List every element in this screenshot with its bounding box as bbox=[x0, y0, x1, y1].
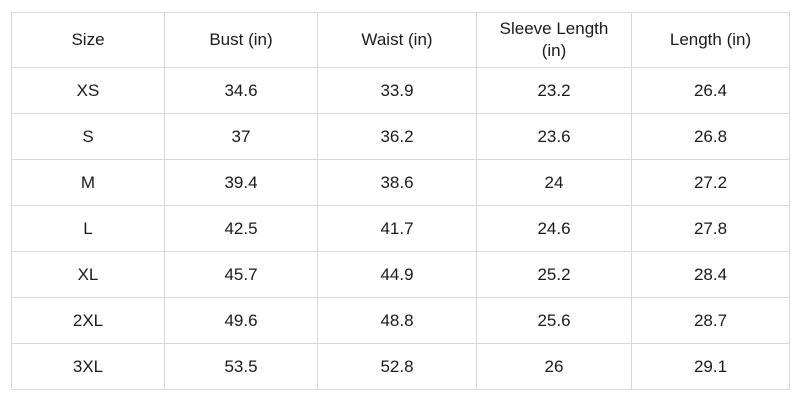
table-row: M 39.4 38.6 24 27.2 bbox=[11, 159, 790, 206]
measurement-cell: 23.6 bbox=[476, 113, 632, 160]
table-row: XL 45.7 44.9 25.2 28.4 bbox=[11, 251, 790, 298]
measurement-cell: 28.4 bbox=[631, 251, 790, 298]
measurement-cell: 29.1 bbox=[631, 343, 790, 390]
size-cell: 3XL bbox=[11, 343, 165, 390]
measurement-cell: 23.2 bbox=[476, 67, 632, 114]
measurement-cell: 44.9 bbox=[317, 251, 477, 298]
measurement-cell: 48.8 bbox=[317, 297, 477, 344]
table-body: XS 34.6 33.9 23.2 26.4 S 37 36.2 23.6 26.8 M 39.4 38… bbox=[11, 67, 790, 390]
header-row: Size Bust (in) Waist (in) Sleeve Length (in… bbox=[11, 12, 790, 68]
column-header: Sleeve Length (in) bbox=[476, 12, 632, 68]
measurement-cell: 24.6 bbox=[476, 205, 632, 252]
measurement-cell: 33.9 bbox=[317, 67, 477, 114]
measurement-cell: 52.8 bbox=[317, 343, 477, 390]
size-cell: S bbox=[11, 113, 165, 160]
table-row: S 37 36.2 23.6 26.8 bbox=[11, 113, 790, 160]
measurement-cell: 38.6 bbox=[317, 159, 477, 206]
size-cell: L bbox=[11, 205, 165, 252]
size-cell: M bbox=[11, 159, 165, 206]
size-cell: 2XL bbox=[11, 297, 165, 344]
measurement-cell: 27.8 bbox=[631, 205, 790, 252]
measurement-cell: 25.2 bbox=[476, 251, 632, 298]
measurement-cell: 49.6 bbox=[164, 297, 318, 344]
measurement-cell: 25.6 bbox=[476, 297, 632, 344]
measurement-cell: 36.2 bbox=[317, 113, 477, 160]
table-row: L 42.5 41.7 24.6 27.8 bbox=[11, 205, 790, 252]
measurement-cell: 26 bbox=[476, 343, 632, 390]
column-header: Bust (in) bbox=[164, 12, 318, 68]
measurement-cell: 28.7 bbox=[631, 297, 790, 344]
table-header: Size Bust (in) Waist (in) Sleeve Length (in… bbox=[11, 12, 790, 68]
size-cell: XL bbox=[11, 251, 165, 298]
column-header: Size bbox=[11, 12, 165, 68]
measurement-cell: 27.2 bbox=[631, 159, 790, 206]
measurement-cell: 53.5 bbox=[164, 343, 318, 390]
measurement-cell: 26.4 bbox=[631, 67, 790, 114]
measurement-cell: 37 bbox=[164, 113, 318, 160]
size-chart: Size Bust (in) Waist (in) Sleeve Length (in… bbox=[11, 12, 790, 390]
measurement-cell: 34.6 bbox=[164, 67, 318, 114]
table-row: 2XL 49.6 48.8 25.6 28.7 bbox=[11, 297, 790, 344]
measurement-cell: 42.5 bbox=[164, 205, 318, 252]
column-header: Waist (in) bbox=[317, 12, 477, 68]
table-row: 3XL 53.5 52.8 26 29.1 bbox=[11, 343, 790, 390]
measurement-cell: 24 bbox=[476, 159, 632, 206]
measurement-cell: 45.7 bbox=[164, 251, 318, 298]
measurement-cell: 26.8 bbox=[631, 113, 790, 160]
measurement-cell: 39.4 bbox=[164, 159, 318, 206]
measurement-cell: 41.7 bbox=[317, 205, 477, 252]
table-row: XS 34.6 33.9 23.2 26.4 bbox=[11, 67, 790, 114]
column-header: Length (in) bbox=[631, 12, 790, 68]
size-chart-table: Size Bust (in) Waist (in) Sleeve Length (in… bbox=[11, 12, 790, 390]
size-cell: XS bbox=[11, 67, 165, 114]
